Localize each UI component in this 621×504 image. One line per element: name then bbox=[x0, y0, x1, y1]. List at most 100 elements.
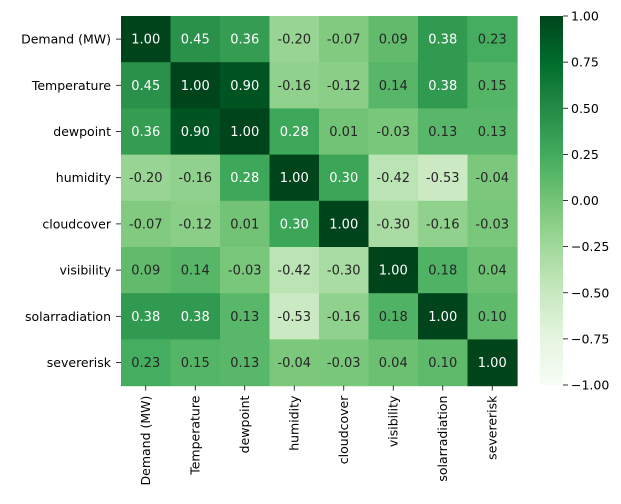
y-tick-label-dewpoint: dewpoint bbox=[53, 124, 111, 139]
y-tick-label-cloudcover: cloudcover bbox=[42, 216, 111, 231]
heatmap-cell-cloudcover-demand-mw bbox=[121, 200, 172, 248]
cell-value-label: 1.00 bbox=[181, 79, 210, 94]
cell-value-label: -0.42 bbox=[277, 264, 311, 279]
heatmap-cell-visibility-humidity bbox=[269, 247, 320, 294]
cell-value-label: 0.15 bbox=[478, 79, 507, 94]
cell-value-label: 0.28 bbox=[230, 171, 259, 186]
heatmap-cell-visibility-demand-mw bbox=[121, 247, 172, 294]
heatmap-cell-visibility-solarradiation bbox=[418, 247, 469, 294]
cell-value-label: 0.10 bbox=[478, 310, 507, 325]
y-tick-label-visibility: visibility bbox=[59, 263, 111, 278]
x-tick-label-demand-mw: Demand (MW) bbox=[138, 396, 153, 486]
heatmap-cell-humidity-severerisk bbox=[467, 154, 518, 202]
x-tick-label-visibility: visibility bbox=[386, 395, 401, 447]
colorbar-tick-label: −0.75 bbox=[571, 331, 609, 346]
cell-value-label: 0.14 bbox=[181, 264, 210, 279]
heatmap-cell-temperature-visibility bbox=[368, 62, 419, 109]
y-tick-label-demand-mw: Demand (MW) bbox=[21, 32, 111, 47]
heatmap-cell-humidity-visibility bbox=[368, 154, 419, 202]
colorbar-gradient bbox=[540, 16, 563, 385]
cell-value-label: -0.07 bbox=[129, 217, 163, 232]
heatmap-cell-dewpoint-visibility bbox=[368, 108, 419, 156]
colorbar-tick-label: −0.50 bbox=[571, 285, 609, 300]
heatmap-cell-cloudcover-cloudcover bbox=[319, 200, 370, 248]
colorbar-tick-label: 0.25 bbox=[571, 147, 599, 162]
heatmap-cell-cloudcover-temperature bbox=[170, 200, 221, 248]
cell-value-label: -0.30 bbox=[327, 264, 361, 279]
heatmap-cell-severerisk-temperature bbox=[170, 339, 221, 387]
cell-value-label: 0.18 bbox=[428, 264, 457, 279]
heatmap-cell-demand-mw-solarradiation bbox=[418, 16, 469, 63]
heatmap-cell-cloudcover-humidity bbox=[269, 200, 320, 248]
heatmap-cell-solarradiation-cloudcover bbox=[319, 293, 370, 340]
cell-value-label: -0.53 bbox=[277, 310, 311, 325]
heatmap-cell-temperature-cloudcover bbox=[319, 62, 370, 109]
cell-value-label: 0.09 bbox=[131, 264, 160, 279]
cell-value-label: -0.04 bbox=[277, 356, 311, 371]
x-tick-labels: Demand (MW) Temperature dewpoint humidity cl… bbox=[138, 385, 500, 486]
cell-value-label: 1.00 bbox=[478, 356, 507, 371]
heatmap-cell-solarradiation-humidity bbox=[269, 293, 320, 340]
heatmap-cell-cloudcover-visibility bbox=[368, 200, 419, 248]
cell-value-label: -0.53 bbox=[426, 171, 460, 186]
cell-value-label: 0.23 bbox=[478, 33, 507, 48]
heatmap-cell-dewpoint-demand-mw bbox=[121, 108, 172, 156]
heatmap-cell-cloudcover-solarradiation bbox=[418, 200, 469, 248]
heatmap-cell-demand-mw-cloudcover bbox=[319, 16, 370, 63]
cell-value-label: 0.13 bbox=[428, 125, 457, 140]
heatmap-cell-dewpoint-severerisk bbox=[467, 108, 518, 156]
cell-value-label: -0.30 bbox=[376, 217, 410, 232]
cell-value-label: 0.28 bbox=[280, 125, 309, 140]
heatmap-cell-humidity-temperature bbox=[170, 154, 221, 202]
y-tick-label-severerisk: severerisk bbox=[47, 355, 112, 370]
heatmap-cell-demand-mw-dewpoint bbox=[220, 16, 271, 63]
cell-value-label: 0.36 bbox=[230, 33, 259, 48]
cell-value-label: 0.30 bbox=[329, 171, 358, 186]
y-tick-labels: Demand (MW) Temperature dewpoint humidity cl… bbox=[21, 32, 121, 370]
heatmap-cell-demand-mw-demand-mw bbox=[121, 16, 172, 63]
cell-value-label: 0.38 bbox=[131, 310, 160, 325]
cell-value-label: 0.04 bbox=[379, 356, 408, 371]
heatmap-cell-dewpoint-humidity bbox=[269, 108, 320, 156]
heatmap-cell-severerisk-severerisk bbox=[467, 339, 518, 387]
cell-value-label: 0.13 bbox=[230, 356, 259, 371]
cell-value-label: 0.38 bbox=[181, 310, 210, 325]
colorbar-tick-label: 1.00 bbox=[571, 9, 599, 24]
heatmap-cell-humidity-demand-mw bbox=[121, 154, 172, 202]
heatmap-cell-humidity-cloudcover bbox=[319, 154, 370, 202]
heatmap-cell-visibility-temperature bbox=[170, 247, 221, 294]
heatmap-cell-severerisk-visibility bbox=[368, 339, 419, 387]
x-tick-label-temperature: Temperature bbox=[188, 395, 203, 475]
colorbar-tick-label: 0.00 bbox=[571, 193, 599, 208]
cell-value-label: 0.10 bbox=[428, 356, 457, 371]
colorbar: −1.00 −0.75 −0.50 −0.25 0.00 0.25 0.50 0.75 1.00 bbox=[540, 9, 609, 393]
heatmap-cell-severerisk-cloudcover bbox=[319, 339, 370, 387]
heatmap-cell-visibility-severerisk bbox=[467, 247, 518, 294]
cell-value-label: 1.00 bbox=[131, 33, 160, 48]
y-tick-label-solarradiation: solarradiation bbox=[25, 309, 111, 324]
colorbar-tick-label: 0.50 bbox=[571, 101, 599, 116]
heatmap-cell-temperature-demand-mw bbox=[121, 62, 172, 109]
heatmap-cell-cloudcover-dewpoint bbox=[220, 200, 271, 248]
cell-value-label: 1.00 bbox=[428, 310, 457, 325]
cell-value-label: 0.14 bbox=[379, 79, 408, 94]
cell-value-label: -0.20 bbox=[129, 171, 163, 186]
cell-value-label: 0.90 bbox=[230, 79, 259, 94]
cell-value-label: -0.16 bbox=[327, 310, 361, 325]
cell-value-label: -0.03 bbox=[475, 217, 509, 232]
heatmap-cell-humidity-humidity bbox=[269, 154, 320, 202]
cell-value-label: 0.15 bbox=[181, 356, 210, 371]
colorbar-tick-label: −0.25 bbox=[571, 239, 609, 254]
heatmap-cell-severerisk-humidity bbox=[269, 339, 320, 387]
cell-value-label: 0.18 bbox=[379, 310, 408, 325]
cell-value-label: -0.20 bbox=[277, 33, 311, 48]
heatmap-cell-temperature-temperature bbox=[170, 62, 221, 109]
heatmap-cell-visibility-dewpoint bbox=[220, 247, 271, 294]
cell-value-label: 0.01 bbox=[230, 217, 259, 232]
cell-value-label: 0.38 bbox=[428, 79, 457, 94]
heatmap-cell-solarradiation-solarradiation bbox=[418, 293, 469, 340]
heatmap-cell-solarradiation-severerisk bbox=[467, 293, 518, 340]
heatmap-cell-dewpoint-solarradiation bbox=[418, 108, 469, 156]
heatmap-cells: 1.00 0.45 0.36 -0.20 -0.07 0.09 0.38 0.23 0.45 1.… bbox=[121, 16, 518, 387]
